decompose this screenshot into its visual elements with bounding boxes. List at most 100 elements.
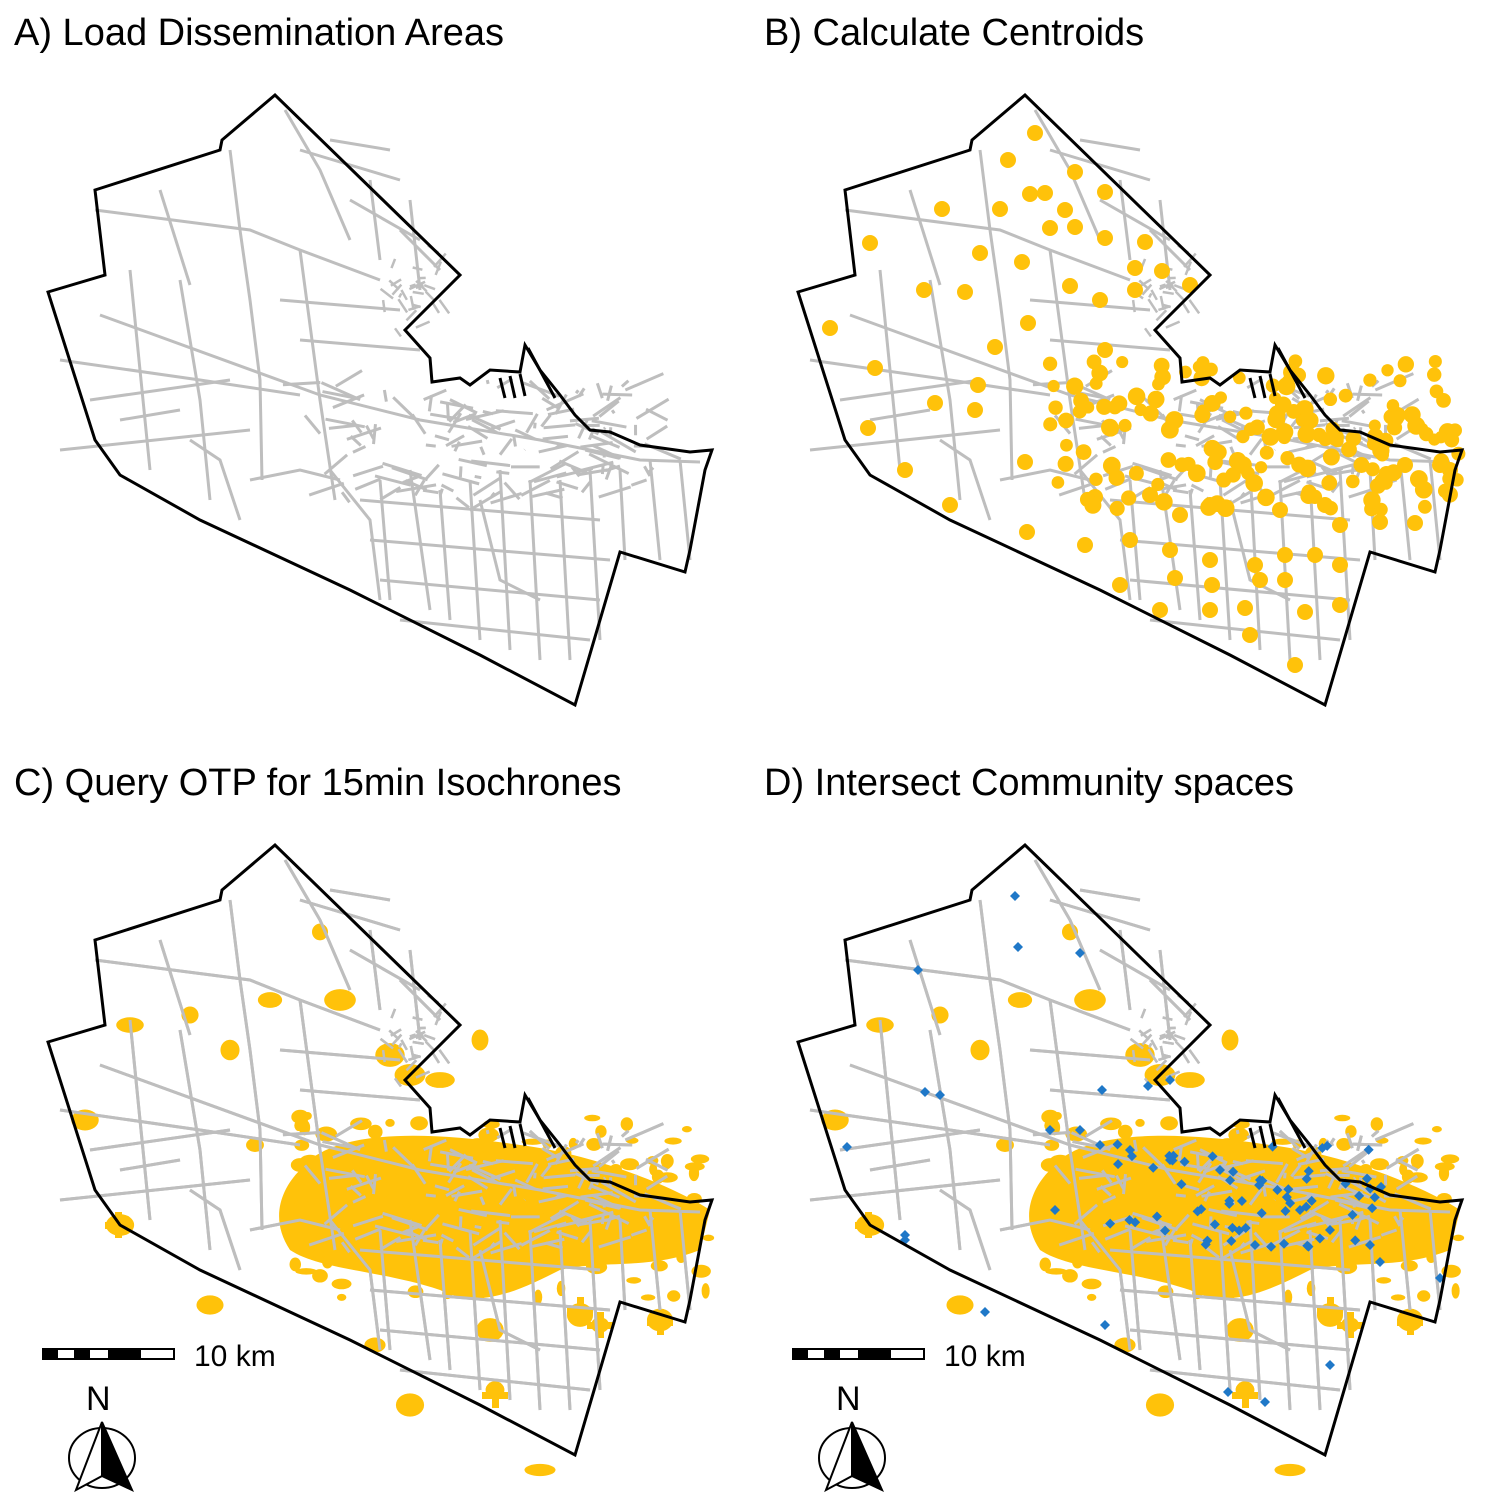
isochrone-patch (1117, 1124, 1133, 1140)
centroid-point (867, 360, 883, 376)
centroid-point (927, 395, 943, 411)
isochrone-patch (350, 1117, 372, 1131)
centroid-point (1067, 164, 1083, 180)
centroid-point (1101, 418, 1119, 437)
isochrone-patch (684, 1162, 705, 1171)
centroid-point (1121, 490, 1137, 506)
community-space-marker (1050, 1205, 1060, 1215)
centroid-point (1037, 185, 1053, 201)
panel-title: C) Query OTP for 15min Isochrones (14, 762, 622, 804)
isochrone-patch (584, 1114, 601, 1122)
centroid-point (1174, 457, 1190, 473)
north-label: N (86, 1380, 111, 1418)
centroid-point (1298, 459, 1317, 478)
centroid-point (1332, 557, 1348, 573)
community-space-marker (1303, 1166, 1314, 1177)
isochrone-patch (414, 1212, 436, 1224)
harbour-piers (1248, 347, 1307, 399)
centroid-point (1107, 399, 1123, 415)
centroid-point (1332, 597, 1348, 613)
centroid-point (1060, 438, 1073, 452)
centroid-point (957, 284, 973, 300)
community-space-marker (1223, 1387, 1233, 1397)
isochrone-patch (299, 1154, 321, 1167)
centroid-point (1000, 152, 1016, 168)
community-space-marker (1325, 1360, 1335, 1370)
centroid-point (1319, 367, 1334, 382)
centroid-point (1084, 496, 1102, 514)
community-space-marker (1362, 1173, 1373, 1184)
community-space-marker (1227, 1222, 1238, 1233)
scale-bar: 10 km (41, 1340, 302, 1373)
isochrone-patch (196, 1295, 224, 1315)
community-space-marker (1105, 1218, 1116, 1229)
community-space-marker (1148, 1162, 1159, 1173)
community-space-marker (1302, 1240, 1313, 1251)
centroid-point (1275, 423, 1294, 441)
centroid-point (1109, 500, 1125, 516)
isochrone-patch (1407, 1206, 1419, 1222)
community-space-marker (1306, 1195, 1317, 1206)
centroid-point (1127, 387, 1146, 406)
isochrone-patch (542, 1202, 558, 1217)
isochrone-patch (1274, 1463, 1306, 1477)
community-space-marker (1226, 1236, 1237, 1247)
isochrone-patch (1440, 1154, 1460, 1164)
isochrone-patch (395, 1393, 425, 1417)
centroid-point (1089, 377, 1103, 390)
centroid-point (987, 339, 1003, 355)
centroid-point (1409, 470, 1428, 488)
isochrone-patch (401, 1195, 412, 1209)
community-space-marker (1266, 1241, 1277, 1252)
isochrone-cross (657, 1309, 664, 1335)
isochrone-patch (1400, 1260, 1418, 1272)
centroid-point (1444, 432, 1460, 448)
scale-bar-graphic (41, 1348, 175, 1360)
community-space-marker (1209, 1219, 1220, 1230)
isochrone-patch (1370, 1117, 1384, 1131)
centroid-point (1137, 234, 1153, 250)
isochrone-patch (295, 1182, 306, 1191)
isochrone-layer (71, 923, 715, 1477)
community-space-marker (1097, 1085, 1107, 1095)
isochrone-patch (489, 1280, 500, 1292)
centroid-point (1301, 411, 1319, 429)
isochrone-patch (324, 989, 356, 1011)
community-space-marker (1165, 1075, 1175, 1085)
isochrone-patch (1414, 1242, 1429, 1251)
isochrone-patch (1452, 1234, 1465, 1242)
isochrone-patch (1135, 1172, 1149, 1185)
centroid-point (1172, 507, 1188, 523)
isochrone-patch (1044, 1199, 1059, 1207)
isochrone-patch (1151, 1195, 1162, 1209)
community-space-marker (1369, 1192, 1380, 1203)
centroid-point (1241, 466, 1255, 480)
centroid-point (1321, 475, 1338, 491)
community-space-marker (1100, 1320, 1110, 1330)
community-space-marker (1192, 1206, 1203, 1217)
community-space-marker (1126, 1151, 1137, 1162)
centroid-point (1254, 461, 1268, 474)
boundary-overlay (59, 859, 701, 1411)
isochrone-patch (1228, 1127, 1249, 1143)
centroid-point (916, 282, 932, 298)
centroid-point (1127, 260, 1143, 276)
isochrone-patch (1072, 1255, 1083, 1269)
isochrone-cross (492, 1382, 499, 1408)
isochrone-cross (1407, 1309, 1414, 1335)
isochrone-patch (312, 1269, 328, 1283)
isochrone-patch (312, 1249, 324, 1259)
isochrone-cross (1242, 1382, 1249, 1408)
centroid-point (1228, 454, 1244, 469)
centroid-point (1243, 422, 1258, 436)
centroid-point (1108, 469, 1125, 486)
isochrone-patch (561, 1186, 574, 1196)
isochrone-patch (1399, 1163, 1408, 1176)
centroid-point (1272, 502, 1288, 518)
centroid-point (942, 497, 958, 513)
centroid-point (1372, 514, 1388, 530)
community-space-marker (1354, 1190, 1365, 1201)
centroid-point (1247, 557, 1263, 573)
isochrone-patch (650, 1260, 668, 1272)
isochrone-patch (1049, 1154, 1071, 1167)
